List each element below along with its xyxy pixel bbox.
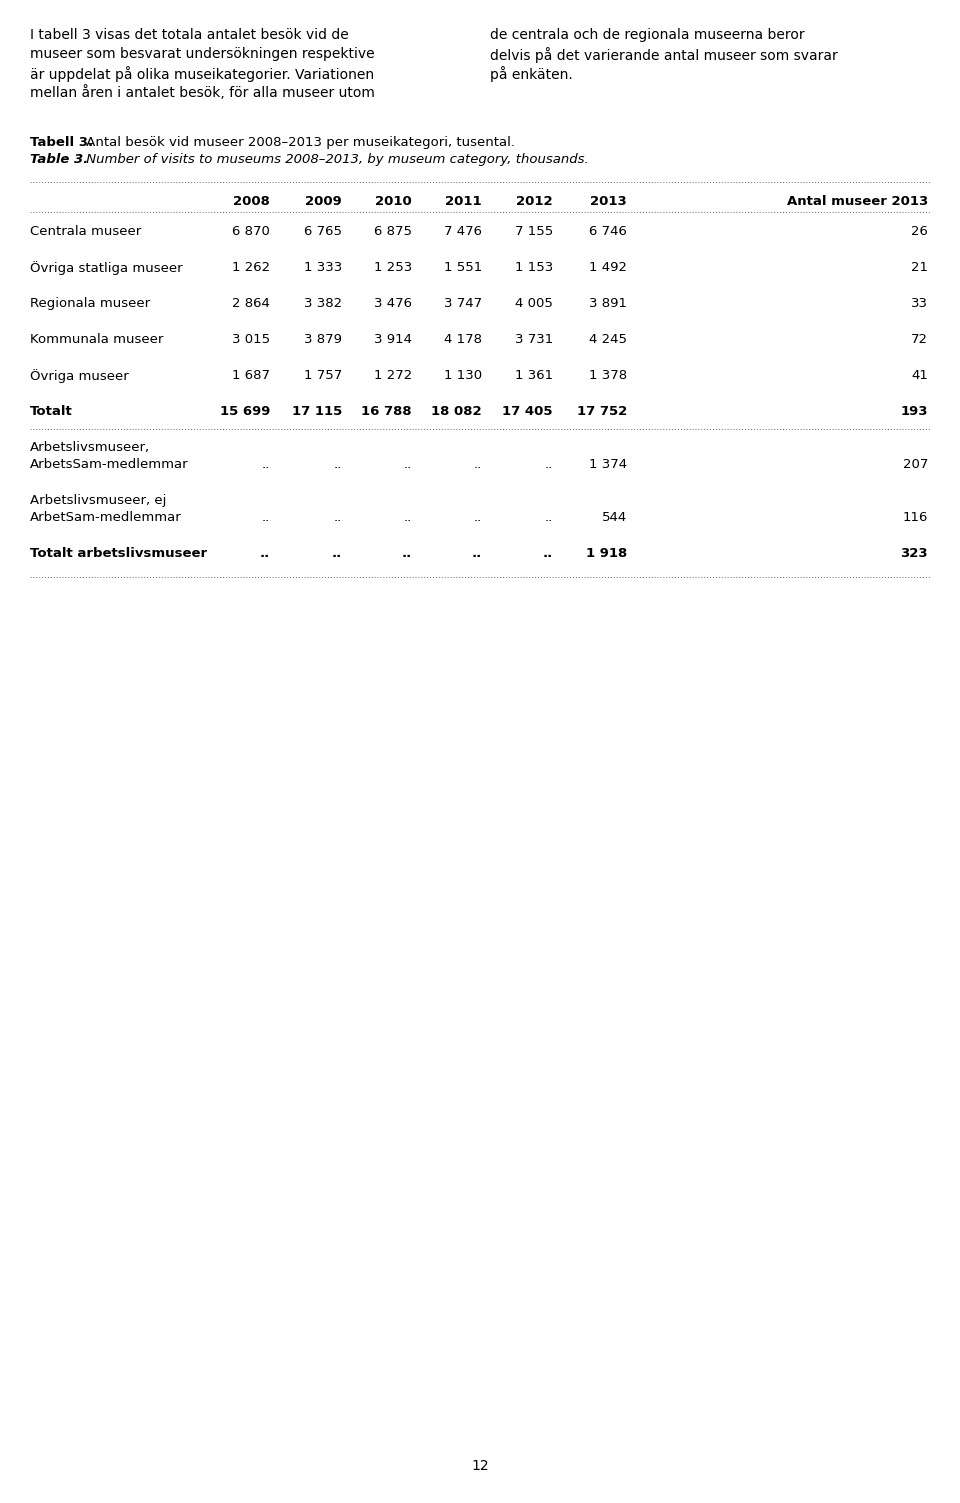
Text: Tabell 3.: Tabell 3. <box>30 135 93 149</box>
Text: 1 918: 1 918 <box>586 547 627 561</box>
Text: Arbetslivsmuseer, ej: Arbetslivsmuseer, ej <box>30 494 166 507</box>
Text: delvis på det varierande antal museer som svarar: delvis på det varierande antal museer so… <box>490 47 838 63</box>
Text: ..: .. <box>332 547 342 561</box>
Text: 7 155: 7 155 <box>515 225 553 237</box>
Text: 1 130: 1 130 <box>444 370 482 382</box>
Text: 2 864: 2 864 <box>232 298 270 310</box>
Text: ..: .. <box>544 458 553 470</box>
Text: 2013: 2013 <box>590 195 627 207</box>
Text: 3 382: 3 382 <box>304 298 342 310</box>
Text: Centrala museer: Centrala museer <box>30 225 141 237</box>
Text: 18 082: 18 082 <box>431 404 482 418</box>
Text: 72: 72 <box>911 334 928 346</box>
Text: Kommunala museer: Kommunala museer <box>30 334 163 346</box>
Text: 6 875: 6 875 <box>374 225 412 237</box>
Text: 116: 116 <box>902 511 928 525</box>
Text: Totalt arbetslivsmuseer: Totalt arbetslivsmuseer <box>30 547 207 561</box>
Text: 2008: 2008 <box>233 195 270 207</box>
Text: 3 747: 3 747 <box>444 298 482 310</box>
Text: 2009: 2009 <box>305 195 342 207</box>
Text: 3 476: 3 476 <box>374 298 412 310</box>
Text: 1 253: 1 253 <box>373 262 412 274</box>
Text: Arbetslivsmuseer,: Arbetslivsmuseer, <box>30 440 150 454</box>
Text: Övriga statliga museer: Övriga statliga museer <box>30 262 182 275</box>
Text: 1 333: 1 333 <box>303 262 342 274</box>
Text: 4 245: 4 245 <box>589 334 627 346</box>
Text: 1 262: 1 262 <box>232 262 270 274</box>
Text: 2011: 2011 <box>445 195 482 207</box>
Text: I tabell 3 visas det totala antalet besök vid de: I tabell 3 visas det totala antalet besö… <box>30 29 348 42</box>
Text: ..: .. <box>404 458 412 470</box>
Text: ..: .. <box>473 511 482 525</box>
Text: ..: .. <box>471 547 482 561</box>
Text: 3 015: 3 015 <box>232 334 270 346</box>
Text: 1 687: 1 687 <box>232 370 270 382</box>
Text: Table 3.: Table 3. <box>30 153 88 165</box>
Text: museer som besvarat undersökningen respektive: museer som besvarat undersökningen respe… <box>30 47 374 62</box>
Text: Antal besök vid museer 2008–2013 per museikategori, tusental.: Antal besök vid museer 2008–2013 per mus… <box>82 135 515 149</box>
Text: 3 914: 3 914 <box>374 334 412 346</box>
Text: 15 699: 15 699 <box>220 404 270 418</box>
Text: 17 115: 17 115 <box>292 404 342 418</box>
Text: 1 272: 1 272 <box>373 370 412 382</box>
Text: 3 879: 3 879 <box>304 334 342 346</box>
Text: ..: .. <box>404 511 412 525</box>
Text: de centrala och de regionala museerna beror: de centrala och de regionala museerna be… <box>490 29 804 42</box>
Text: ..: .. <box>262 458 270 470</box>
Text: 6 870: 6 870 <box>232 225 270 237</box>
Text: 2012: 2012 <box>516 195 553 207</box>
Text: 1 492: 1 492 <box>589 262 627 274</box>
Text: Number of visits to museums 2008–2013, by museum category, thousands.: Number of visits to museums 2008–2013, b… <box>82 153 588 165</box>
Text: ..: .. <box>544 511 553 525</box>
Text: 21: 21 <box>911 262 928 274</box>
Text: 1 551: 1 551 <box>444 262 482 274</box>
Text: 4 178: 4 178 <box>444 334 482 346</box>
Text: 2010: 2010 <box>375 195 412 207</box>
Text: ..: .. <box>334 511 342 525</box>
Text: 323: 323 <box>900 547 928 561</box>
Text: Totalt: Totalt <box>30 404 73 418</box>
Text: ..: .. <box>542 547 553 561</box>
Text: 12: 12 <box>471 1459 489 1473</box>
Text: 6 746: 6 746 <box>589 225 627 237</box>
Text: 1 361: 1 361 <box>515 370 553 382</box>
Text: 1 374: 1 374 <box>588 458 627 470</box>
Text: 6 765: 6 765 <box>304 225 342 237</box>
Text: 41: 41 <box>911 370 928 382</box>
Text: ..: .. <box>262 511 270 525</box>
Text: 33: 33 <box>911 298 928 310</box>
Text: ..: .. <box>334 458 342 470</box>
Text: 4 005: 4 005 <box>516 298 553 310</box>
Text: ArbetsSam-medlemmar: ArbetsSam-medlemmar <box>30 458 188 470</box>
Text: 3 731: 3 731 <box>515 334 553 346</box>
Text: 3 891: 3 891 <box>589 298 627 310</box>
Text: 1 757: 1 757 <box>303 370 342 382</box>
Text: ..: .. <box>473 458 482 470</box>
Text: Antal museer 2013: Antal museer 2013 <box>787 195 928 207</box>
Text: 193: 193 <box>900 404 928 418</box>
Text: Regionala museer: Regionala museer <box>30 298 150 310</box>
Text: 17 752: 17 752 <box>577 404 627 418</box>
Text: Övriga museer: Övriga museer <box>30 370 129 383</box>
Text: ..: .. <box>260 547 270 561</box>
Text: 544: 544 <box>602 511 627 525</box>
Text: 1 378: 1 378 <box>588 370 627 382</box>
Text: är uppdelat på olika museikategorier. Variationen: är uppdelat på olika museikategorier. Va… <box>30 66 374 83</box>
Text: på enkäten.: på enkäten. <box>490 66 573 83</box>
Text: 207: 207 <box>902 458 928 470</box>
Text: mellan åren i antalet besök, för alla museer utom: mellan åren i antalet besök, för alla mu… <box>30 86 374 101</box>
Text: 17 405: 17 405 <box>502 404 553 418</box>
Text: 26: 26 <box>911 225 928 237</box>
Text: 16 788: 16 788 <box>361 404 412 418</box>
Text: ..: .. <box>401 547 412 561</box>
Text: 1 153: 1 153 <box>515 262 553 274</box>
Text: 7 476: 7 476 <box>444 225 482 237</box>
Text: ArbetSam-medlemmar: ArbetSam-medlemmar <box>30 511 181 525</box>
